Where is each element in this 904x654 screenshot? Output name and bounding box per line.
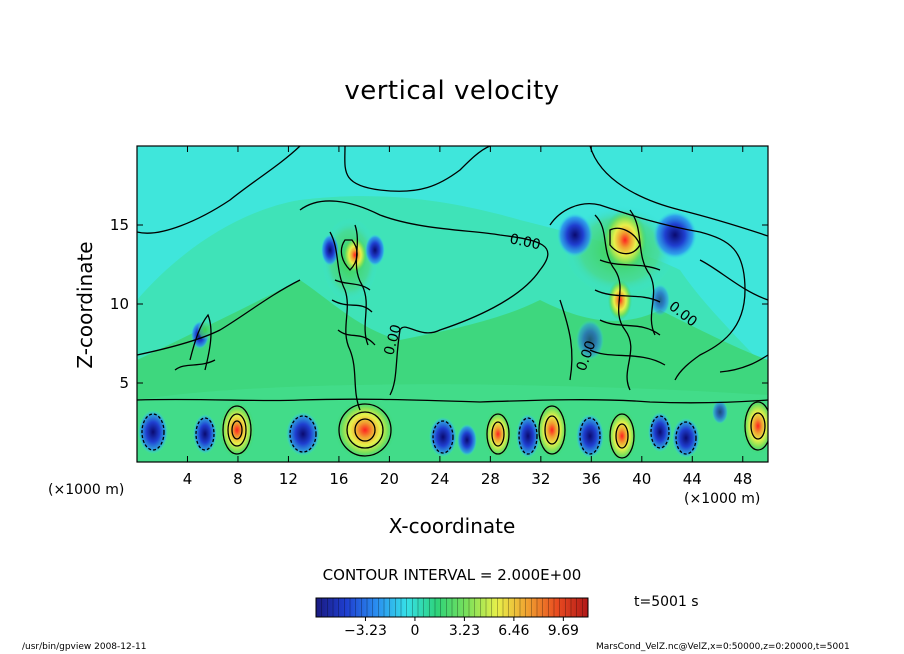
x-tick-label: 28 [481,470,500,488]
y-axis-title: Z-coordinate [73,241,97,369]
y-tick-label: 10 [110,295,129,313]
x-tick-label: 8 [233,470,243,488]
x-tick-label: 40 [632,470,651,488]
contour-label: 0.00 [508,231,542,253]
x-tick-label: 20 [380,470,399,488]
x-axis-unit-right: (×1000 m) [684,491,761,507]
x-tick-label: 12 [279,470,298,488]
footer-data-source: MarsCond_VelZ.nc@VelZ,x=0:50000,z=0:2000… [596,642,850,652]
x-axis-unit-left: (×1000 m) [48,482,125,498]
colorbar-tick-label: 0 [410,623,419,639]
time-label: t=5001 s [634,594,699,610]
y-tick-label: 15 [110,216,129,234]
x-tick-label: 24 [430,470,449,488]
y-axis: 5 10 15 [110,216,768,392]
colorbar: −3.23 0 3.23 6.46 9.69 [315,597,589,639]
contour-label: 0.00 [381,323,405,357]
x-tick-label: 32 [531,470,550,488]
contour-lines [137,146,768,459]
x-tick-label: 4 [183,470,193,488]
footer-program-date: /usr/bin/gpview 2008-12-11 [22,642,147,652]
colorbar-tick-label: 3.23 [449,623,480,639]
colorbar-tick-label: 6.46 [498,623,529,639]
contour-interval-label: CONTOUR INTERVAL = 2.000E+00 [322,566,582,584]
y-tick-label: 5 [119,374,129,392]
x-tick-label: 16 [329,470,348,488]
colorbar-tick-label: −3.23 [344,623,387,639]
colorbar-frame [315,597,589,618]
x-tick-label: 48 [733,470,752,488]
x-axis: 4 8 12 16 20 24 28 32 36 40 44 48 [183,146,752,488]
x-tick-label: 44 [683,470,702,488]
x-axis-title: X-coordinate [388,514,516,538]
heatmap-field [137,146,768,462]
x-tick-label: 36 [582,470,601,488]
colorbar-tick-label: 9.69 [548,623,579,639]
chart-title: vertical velocity [344,76,560,106]
